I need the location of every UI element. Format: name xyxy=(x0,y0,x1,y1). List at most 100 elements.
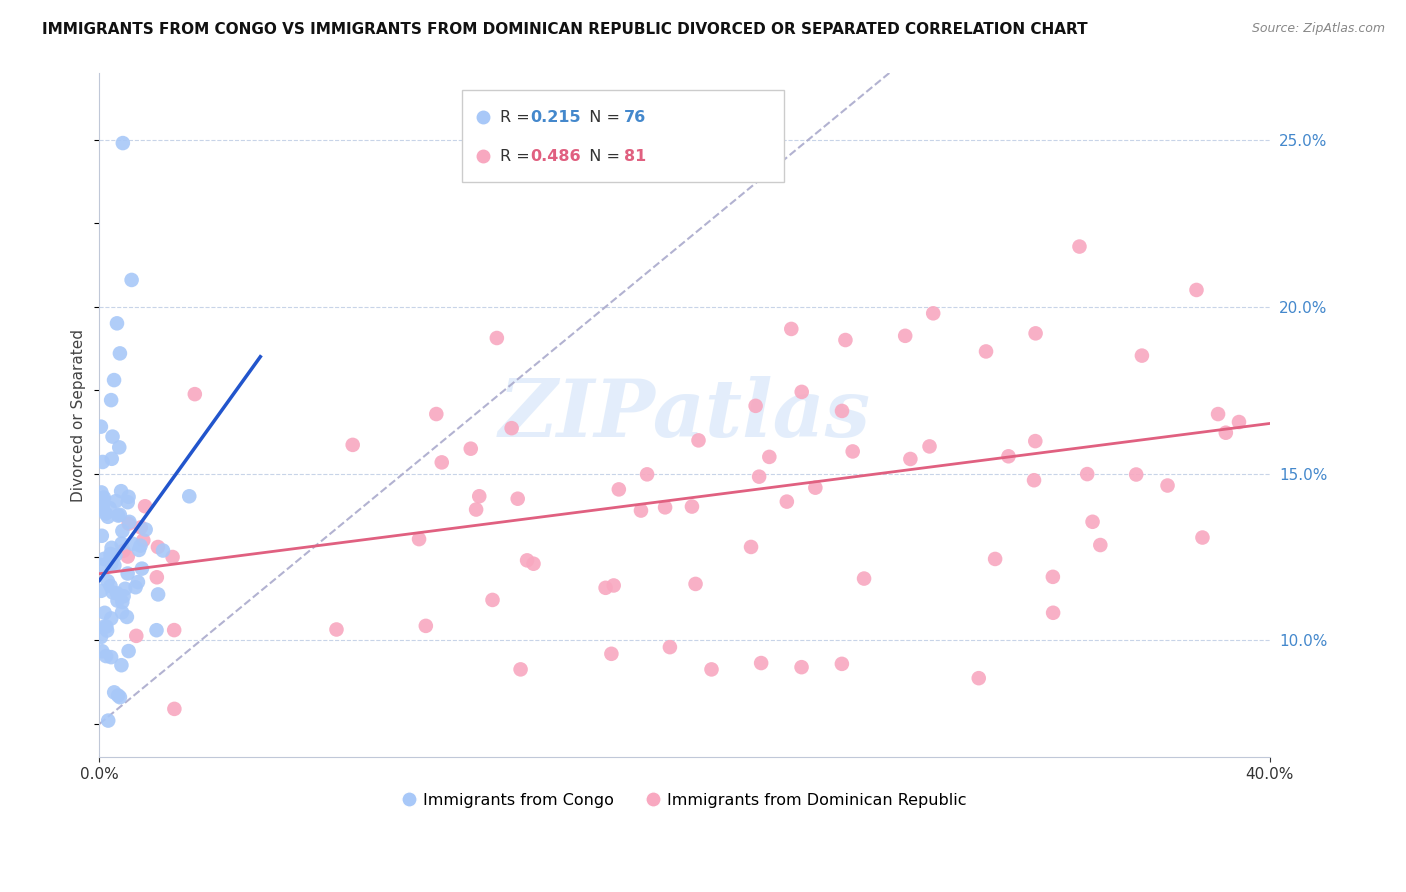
Point xyxy=(103,685,125,699)
Point xyxy=(740,540,762,554)
Point xyxy=(430,455,453,469)
Point xyxy=(468,489,491,503)
Point xyxy=(128,542,150,557)
Text: R =: R = xyxy=(499,110,534,125)
Point xyxy=(90,419,112,434)
Point xyxy=(118,516,141,531)
Point xyxy=(91,491,114,505)
Point xyxy=(100,451,122,466)
Point xyxy=(841,444,863,458)
Point xyxy=(117,566,139,581)
Point xyxy=(804,481,827,495)
Point xyxy=(506,491,529,506)
Point xyxy=(118,515,141,529)
Point xyxy=(110,658,132,673)
Point xyxy=(654,500,676,515)
Point xyxy=(595,581,617,595)
Point xyxy=(325,623,347,637)
Point xyxy=(100,551,122,566)
Point xyxy=(117,490,139,504)
Point xyxy=(974,344,997,359)
Point xyxy=(129,520,152,534)
Point xyxy=(107,689,129,703)
Point xyxy=(1042,606,1064,620)
Point xyxy=(101,585,124,599)
Point xyxy=(1022,473,1045,487)
Point xyxy=(107,508,129,523)
Point xyxy=(107,593,129,607)
Text: R =: R = xyxy=(499,149,534,164)
Point xyxy=(146,540,169,554)
Point xyxy=(108,441,131,455)
Point xyxy=(145,624,167,638)
Point xyxy=(90,485,112,500)
Point xyxy=(124,580,146,594)
Point xyxy=(162,549,184,564)
Point xyxy=(100,541,122,555)
Point xyxy=(408,532,430,546)
Point xyxy=(1185,283,1208,297)
Point xyxy=(834,333,856,347)
Point xyxy=(688,434,710,448)
Point xyxy=(485,331,508,345)
Point xyxy=(152,543,174,558)
Point xyxy=(98,500,121,515)
Point xyxy=(101,429,124,443)
Point xyxy=(1156,478,1178,492)
Point xyxy=(104,548,127,562)
Point xyxy=(600,647,623,661)
Point xyxy=(135,523,157,537)
Point xyxy=(111,524,134,538)
Point xyxy=(104,494,127,508)
Point xyxy=(100,393,122,408)
Text: N =: N = xyxy=(579,110,626,125)
Point xyxy=(100,611,122,625)
Point xyxy=(1076,467,1098,481)
Point xyxy=(97,714,120,728)
Point xyxy=(831,404,853,418)
Point xyxy=(91,644,114,658)
Point xyxy=(93,606,115,620)
Point xyxy=(748,469,770,483)
Text: IMMIGRANTS FROM CONGO VS IMMIGRANTS FROM DOMINICAN REPUBLIC DIVORCED OR SEPARATE: IMMIGRANTS FROM CONGO VS IMMIGRANTS FROM… xyxy=(42,22,1088,37)
Point xyxy=(776,494,799,508)
Point xyxy=(163,623,186,637)
Point xyxy=(1125,467,1147,482)
Point xyxy=(111,606,134,620)
Point xyxy=(636,467,658,482)
Point xyxy=(922,306,945,320)
Text: 81: 81 xyxy=(624,149,645,164)
Point xyxy=(1025,326,1047,341)
Point xyxy=(898,452,921,467)
Point xyxy=(111,136,134,150)
Point xyxy=(1042,570,1064,584)
Point xyxy=(744,399,766,413)
Point xyxy=(984,552,1007,566)
Point xyxy=(1191,531,1213,545)
Point xyxy=(108,690,131,705)
Point xyxy=(918,439,941,453)
Point xyxy=(967,671,990,685)
Point xyxy=(105,316,128,330)
Point xyxy=(111,595,134,609)
Point xyxy=(790,660,813,674)
Point xyxy=(179,489,201,503)
Legend: Immigrants from Congo, Immigrants from Dominican Republic: Immigrants from Congo, Immigrants from D… xyxy=(396,787,973,814)
Point xyxy=(91,620,114,634)
Point xyxy=(100,650,122,665)
Point xyxy=(90,529,112,543)
Point xyxy=(90,558,112,572)
Point xyxy=(894,328,917,343)
Point xyxy=(91,499,114,513)
Point xyxy=(481,593,503,607)
Y-axis label: Divorced or Separated: Divorced or Separated xyxy=(72,328,86,501)
Point xyxy=(1081,515,1104,529)
Point xyxy=(93,491,115,505)
Point xyxy=(93,552,115,566)
Point xyxy=(758,450,780,464)
Point xyxy=(110,484,132,499)
Text: N =: N = xyxy=(579,149,626,164)
Point xyxy=(342,438,364,452)
Point xyxy=(415,619,437,633)
Point xyxy=(127,575,149,590)
